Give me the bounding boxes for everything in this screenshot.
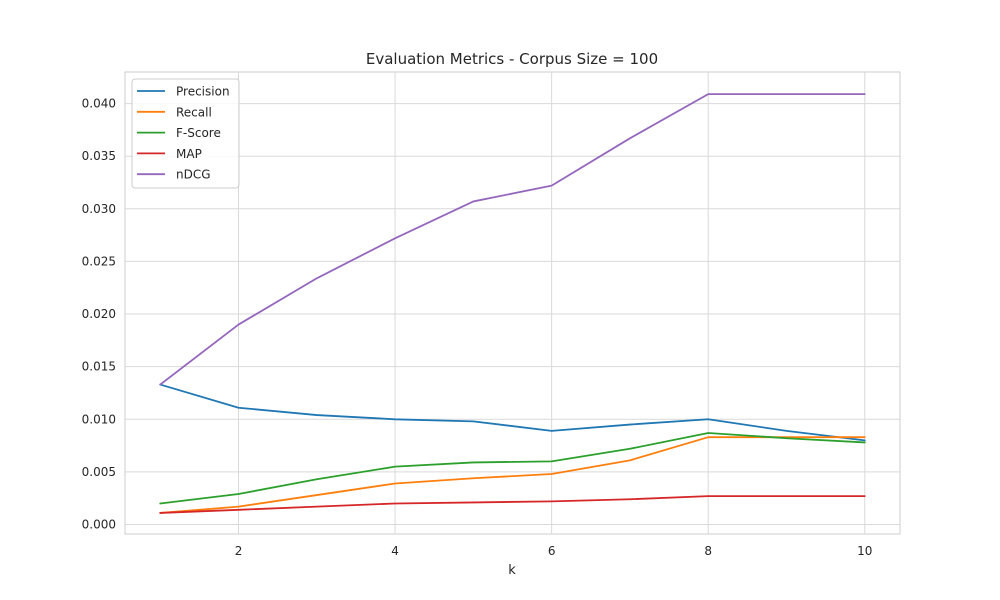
y-tick-label: 0.020 bbox=[82, 307, 116, 321]
legend-label: MAP bbox=[176, 147, 202, 161]
x-tick-label: 10 bbox=[857, 544, 872, 558]
x-tick-label: 4 bbox=[391, 544, 399, 558]
series-line-recall bbox=[159, 436, 866, 514]
y-tick-label: 0.040 bbox=[82, 97, 116, 111]
y-tick-label: 0.000 bbox=[82, 518, 116, 532]
y-tick-label: 0.005 bbox=[82, 465, 116, 479]
legend-box bbox=[131, 78, 240, 189]
legend-label: Precision bbox=[176, 85, 230, 99]
x-tick-label: 2 bbox=[235, 544, 243, 558]
x-tick-label: 6 bbox=[548, 544, 556, 558]
x-axis-label: k bbox=[508, 563, 516, 578]
y-tick-label: 0.030 bbox=[82, 202, 116, 216]
grid bbox=[125, 72, 900, 534]
y-tick-label: 0.035 bbox=[82, 149, 116, 163]
y-tick-label: 0.025 bbox=[82, 254, 116, 268]
series-line-precision bbox=[159, 383, 866, 442]
y-tick-labels: 0.000 0.005 0.010 0.015 0.020 0.025 0.030 0.035… bbox=[82, 97, 116, 532]
series-line-ndcg bbox=[159, 93, 866, 386]
plot-area bbox=[124, 71, 901, 535]
legend-label: Recall bbox=[176, 105, 212, 119]
y-tick-label: 0.010 bbox=[82, 412, 116, 426]
series-layer bbox=[159, 93, 866, 514]
x-tick-label: 8 bbox=[704, 544, 712, 558]
series-line-map bbox=[159, 495, 866, 514]
legend-label: F-Score bbox=[176, 126, 221, 140]
legend: Precision Recall F-Score MAP nDCG bbox=[131, 78, 240, 189]
y-tick-label: 0.015 bbox=[82, 360, 116, 374]
chart-title: Evaluation Metrics - Corpus Size = 100 bbox=[366, 50, 658, 68]
x-tick-labels: 2 4 6 8 10 bbox=[235, 544, 873, 558]
series-line-f-score bbox=[159, 432, 866, 505]
legend-label: nDCG bbox=[176, 168, 211, 182]
